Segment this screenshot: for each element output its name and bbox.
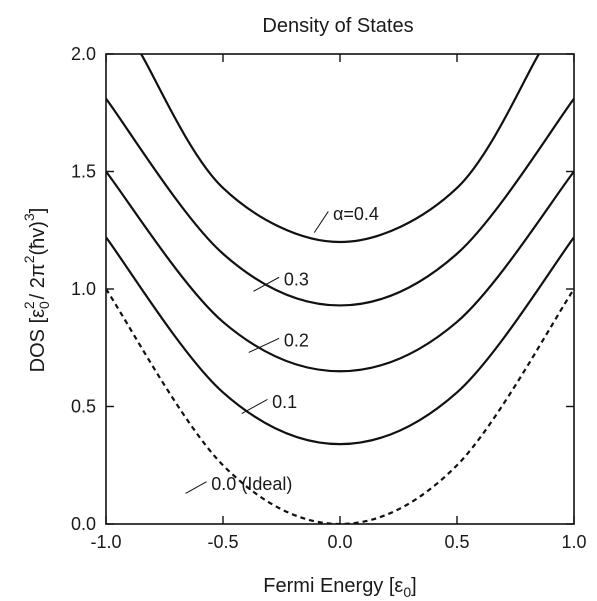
curve-alpha-0-3	[106, 97, 574, 307]
curve-alpha-0-2	[106, 170, 574, 373]
curve-alpha-0-4	[140, 54, 540, 244]
y-tick-label: 1.0	[71, 279, 96, 299]
y-tick-label: 2.0	[71, 44, 96, 64]
chart-title: Density of States	[262, 15, 413, 37]
y-axis: 0.0 0.5 1.0 1.5 2.0	[71, 44, 574, 534]
y-tick-label: 0.5	[71, 397, 96, 417]
leader-line	[313, 211, 329, 233]
curve-labels: 0.0 (Ideal) 0.1 0.2 0.3 α=0.4	[185, 204, 379, 494]
leader-line	[185, 481, 207, 494]
curve-alpha-0-1	[106, 236, 574, 446]
plot-area	[106, 54, 574, 524]
y-tick-label: 1.5	[71, 162, 96, 182]
y-tick-label: 0.0	[71, 514, 96, 534]
plot-frame	[105, 53, 575, 525]
x-tick-label: 0.0	[327, 532, 352, 552]
curve-label-0-1: 0.1	[272, 392, 297, 412]
x-tick-label: 0.5	[444, 532, 469, 552]
x-tick-label: -0.5	[207, 532, 238, 552]
x-tick-label: -1.0	[90, 532, 121, 552]
leader-line	[253, 276, 280, 292]
x-axis: -1.0 -0.5 0.0 0.5 1.0	[90, 54, 587, 552]
leader-line	[241, 399, 268, 414]
x-axis-label: Fermi Energy [ε0]	[263, 575, 416, 600]
curve-alpha-0-0	[106, 288, 574, 524]
curve-label-0-3: 0.3	[284, 270, 309, 290]
curve-label-0-0: 0.0 (Ideal)	[211, 474, 292, 494]
curve-label-0-4: α=0.4	[333, 204, 379, 224]
y-axis-label: DOS [ε02/ 2π2(ħv)3]	[21, 208, 52, 373]
leader-line	[248, 337, 280, 353]
x-tick-label: 1.0	[561, 532, 586, 552]
curve-label-0-2: 0.2	[284, 331, 309, 351]
